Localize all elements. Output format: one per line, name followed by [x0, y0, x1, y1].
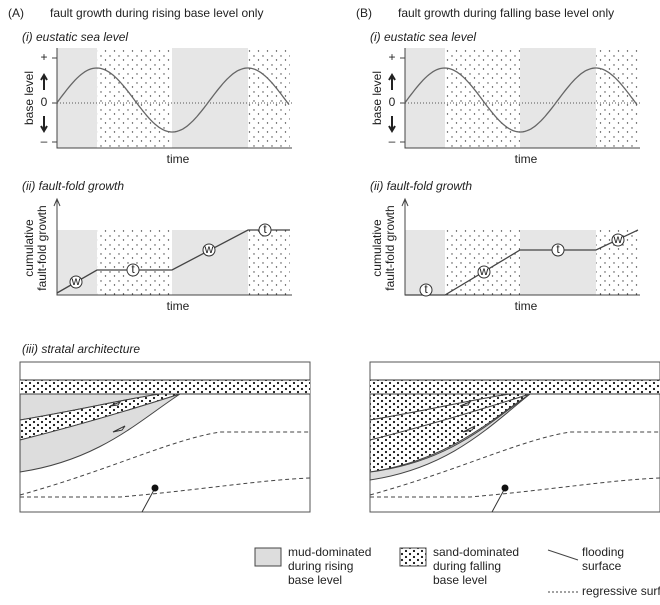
x-axis-label: time [167, 299, 190, 313]
legend-swatch [254, 547, 282, 567]
axis [56, 200, 292, 296]
y-axis-label: fault-fold growth [383, 205, 397, 290]
x-axis-label: time [515, 299, 538, 313]
marker [551, 243, 565, 257]
panel-title: fault growth during rising base level on… [50, 6, 263, 20]
marker [202, 243, 216, 257]
legend-swatch [399, 547, 427, 567]
arrow-down [388, 116, 396, 133]
band [520, 48, 596, 148]
y-axis-label: fault-fold growth [35, 205, 49, 290]
marker-label: t [424, 282, 428, 296]
unit [19, 393, 181, 473]
sea-level-curve [56, 67, 290, 133]
section-title: (ii) fault-fold growth [22, 179, 124, 193]
band [248, 48, 290, 148]
marker [69, 275, 83, 289]
y-tick-label: – [389, 134, 396, 148]
y-axis-label: base level [22, 71, 36, 125]
band [520, 230, 596, 295]
marker [611, 233, 625, 247]
marker-label: w [71, 274, 81, 288]
band [57, 48, 97, 148]
band [405, 48, 445, 148]
legend-text: sand-dominated [433, 545, 519, 559]
legend-text: surface [582, 559, 622, 573]
marker [126, 263, 140, 277]
y-axis-label: cumulative [370, 219, 384, 277]
arrow-up [40, 73, 48, 90]
band [172, 48, 248, 148]
y-tick-label: 0 [389, 95, 396, 109]
axis [404, 48, 640, 149]
top-sand [20, 380, 310, 394]
legend-text: flooding [582, 545, 624, 559]
top-sand [370, 380, 660, 394]
truncation [109, 400, 126, 433]
regressive [369, 431, 660, 496]
y-tick-label: + [40, 50, 47, 64]
band [445, 230, 520, 295]
axis-arrow [53, 197, 61, 207]
marker-label: w [204, 242, 214, 256]
panel-label: (B) [356, 6, 372, 20]
regressive [20, 477, 311, 498]
fault-tip [151, 484, 159, 492]
growth-curve [405, 229, 639, 296]
panel-title: fault growth during falling base level o… [398, 6, 614, 20]
legend-text: during rising [288, 559, 353, 573]
fault-tip [501, 484, 509, 492]
band [596, 48, 638, 148]
band [445, 48, 520, 148]
arrow-up [388, 73, 396, 90]
legend-text: base level [433, 573, 487, 587]
axis [56, 48, 292, 149]
section-title: (iii) stratal architecture [22, 342, 140, 356]
band [248, 230, 290, 295]
legend-text: base level [288, 573, 342, 587]
band [97, 230, 172, 295]
y-axis-label: cumulative [22, 219, 36, 277]
section-title: (ii) fault-fold growth [370, 179, 472, 193]
y-tick-label: 0 [41, 95, 48, 109]
legend-line [547, 549, 579, 561]
marker-label: w [613, 232, 623, 246]
arrow-down [40, 116, 48, 133]
marker [419, 283, 433, 297]
legend-text: during falling [433, 559, 501, 573]
x-axis-label: time [515, 152, 538, 166]
marker-label: t [556, 242, 560, 256]
axis-arrow [401, 197, 409, 207]
section-title: (i) eustatic sea level [370, 30, 476, 44]
marker [477, 265, 491, 279]
fault [141, 487, 156, 513]
mud-sliver [369, 393, 531, 481]
marker-label: t [131, 262, 135, 276]
truncation [459, 400, 476, 433]
y-tick-label: – [41, 134, 48, 148]
section-title: (i) eustatic sea level [22, 30, 128, 44]
marker-label: w [479, 264, 489, 278]
band [172, 230, 248, 295]
marker [258, 223, 272, 237]
y-axis-label: base level [370, 71, 384, 125]
sea-level-curve [404, 67, 638, 133]
band [97, 48, 172, 148]
legend-text: regressive surface [582, 584, 660, 598]
legend-text: mud-dominated [288, 545, 371, 559]
fault [491, 487, 506, 513]
regressive [19, 431, 310, 496]
y-tick-label: + [388, 50, 395, 64]
x-axis-label: time [167, 152, 190, 166]
panel-label: (A) [8, 6, 24, 20]
regressive [370, 477, 660, 498]
marker-label: t [263, 222, 267, 236]
